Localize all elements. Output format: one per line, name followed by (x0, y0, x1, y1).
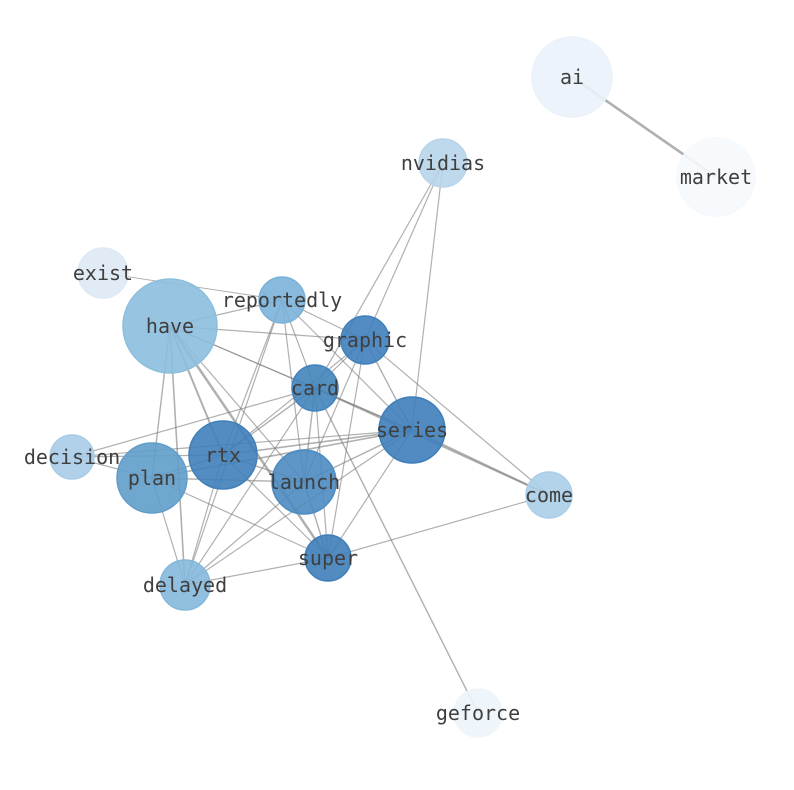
node-reportedly (258, 276, 306, 324)
edge-graphic-super (327, 339, 366, 559)
node-market (676, 137, 756, 217)
node-rtx (188, 420, 258, 490)
edge-graphic-come (364, 339, 550, 496)
node-plan (116, 442, 188, 514)
edge-nvidias-graphic (364, 162, 444, 341)
edges-layer (71, 75, 717, 714)
edge-decision-card (71, 387, 316, 458)
node-delayed (159, 559, 211, 611)
node-launch (271, 449, 337, 515)
node-super (304, 534, 352, 582)
node-ai (531, 36, 613, 118)
node-geforce (453, 688, 503, 738)
edge-nvidias-series (411, 162, 444, 431)
node-series (378, 396, 446, 464)
node-exist (77, 247, 129, 299)
node-come (525, 471, 573, 519)
edge-nvidias-card (314, 162, 444, 389)
node-graphic (340, 315, 390, 365)
edge-super-come (327, 494, 550, 559)
node-card (291, 364, 339, 412)
edge-card-delayed (184, 387, 316, 586)
labels-layer: aimarketnvidiasexisthavereportedlygraphi… (24, 65, 752, 725)
node-decision (49, 434, 95, 480)
node-have (122, 278, 218, 374)
node-nvidias (418, 138, 468, 188)
nodes-layer (49, 36, 756, 738)
